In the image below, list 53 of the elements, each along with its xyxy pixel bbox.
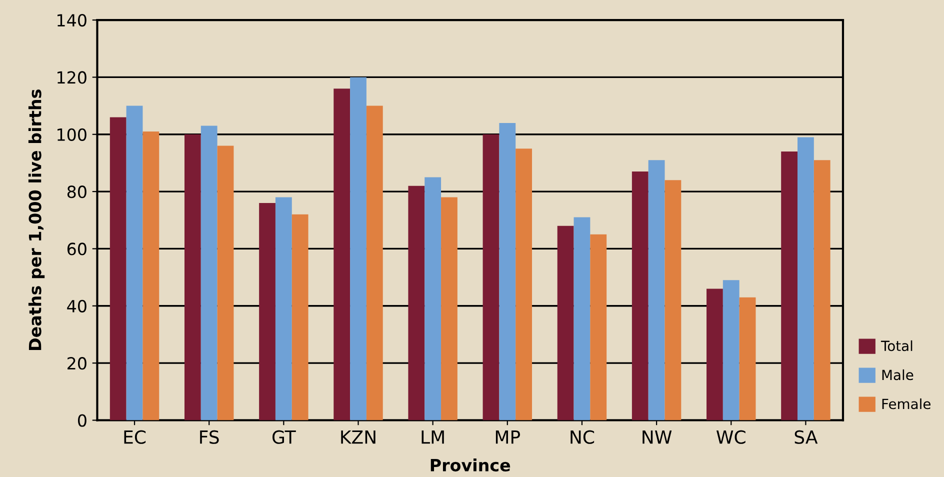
bar	[441, 197, 458, 420]
bar	[142, 132, 160, 420]
bar	[275, 197, 292, 420]
x-tick-label: MP	[496, 430, 520, 444]
bar	[499, 122, 516, 420]
bar	[516, 148, 532, 420]
y-tick-label: 60	[67, 242, 86, 256]
y-axis-title: Deaths per 1,000 live births	[28, 90, 45, 350]
legend-label: Male	[882, 369, 914, 380]
x-tick-label: SA	[794, 430, 818, 444]
bar	[126, 106, 143, 420]
y-tick-label: 40	[67, 300, 86, 312]
bar	[334, 88, 350, 420]
bar	[366, 106, 383, 420]
bar	[722, 280, 740, 420]
y-tick-label: 80	[67, 186, 86, 198]
legend-label: Total	[880, 340, 912, 352]
x-tick-label: GT	[272, 430, 296, 444]
bar	[408, 186, 425, 420]
x-tick-label: LM	[422, 430, 444, 444]
bar	[259, 202, 276, 420]
bar	[557, 226, 574, 420]
y-tick-label: 100	[58, 128, 86, 141]
bar	[574, 217, 590, 420]
bar	[292, 214, 308, 420]
bar	[814, 160, 830, 420]
x-tick-label: FS	[200, 430, 219, 444]
bar	[350, 77, 366, 420]
x-tick-label: NW	[642, 430, 672, 444]
bar	[482, 134, 500, 420]
legend-label: Female	[882, 398, 930, 410]
bar	[110, 117, 126, 420]
bar	[217, 146, 234, 420]
x-tick-label: NC	[570, 430, 594, 444]
x-tick-label: KZN	[341, 430, 376, 444]
bar	[184, 134, 201, 420]
x-tick-label: EC	[124, 430, 146, 444]
y-tick-label: 120	[58, 71, 86, 84]
y-tick-label: 0	[78, 414, 86, 427]
bar	[664, 180, 682, 420]
x-tick-label: WC	[716, 430, 746, 444]
x-axis-title: Province	[430, 458, 510, 472]
bar	[781, 152, 798, 420]
bar	[424, 177, 442, 420]
bar	[200, 126, 218, 420]
bar	[798, 137, 814, 420]
bar	[632, 172, 648, 420]
bar	[648, 160, 665, 420]
bar	[706, 288, 723, 420]
bar	[739, 297, 756, 420]
bar	[590, 234, 607, 420]
y-tick-label: 20	[68, 357, 86, 370]
y-tick-label: 140	[58, 14, 86, 27]
